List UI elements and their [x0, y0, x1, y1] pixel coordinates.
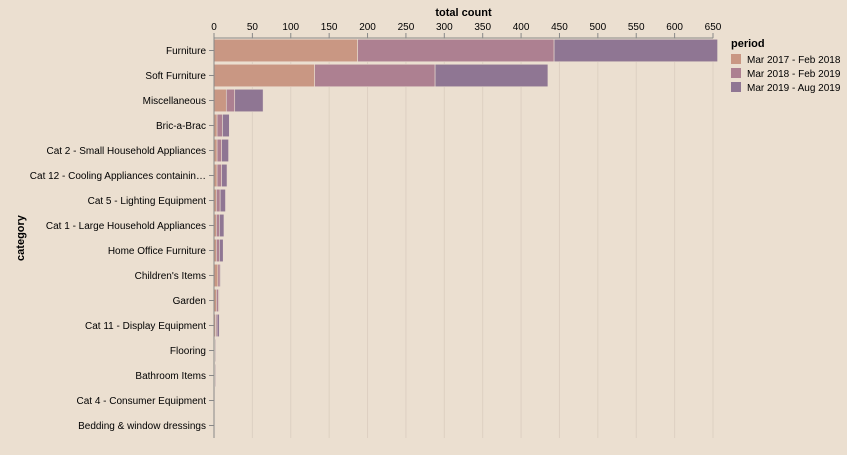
bar-segment [234, 88, 264, 113]
x-tick-label: 300 [436, 22, 453, 33]
bar-segment [357, 38, 555, 63]
category-label: Garden [173, 296, 206, 307]
bar-segment [213, 38, 358, 63]
category-label: Cat 12 - Cooling Appliances containin… [30, 171, 206, 182]
category-label: Cat 2 - Small Household Appliances [46, 146, 206, 157]
x-tick-label: 200 [359, 22, 376, 33]
x-tick-label: 250 [398, 22, 415, 33]
x-tick-label: 150 [321, 22, 338, 33]
x-tick-label: 650 [705, 22, 722, 33]
bar-segment [221, 138, 229, 163]
category-label: Flooring [170, 346, 206, 357]
x-tick-label: 500 [590, 22, 607, 33]
legend-swatch [731, 54, 741, 64]
bar-segment [214, 388, 217, 413]
legend-label: Mar 2019 - Aug 2019 [747, 83, 841, 94]
category-label: Miscellaneous [143, 96, 206, 107]
bar-segment [219, 188, 226, 213]
x-axis-title: total count [435, 7, 492, 19]
bar-segment [215, 363, 217, 388]
x-tick-label: 600 [666, 22, 683, 33]
bar-segment [213, 63, 315, 88]
bar-segment [216, 313, 220, 338]
category-label: Bathroom Items [135, 371, 206, 382]
x-tick-label: 400 [513, 22, 530, 33]
x-tick-label: 100 [282, 22, 299, 33]
category-label: Cat 5 - Lighting Equipment [88, 196, 207, 207]
category-label: Children's Items [135, 271, 206, 282]
bar-segment [314, 63, 436, 88]
category-label: Furniture [166, 46, 206, 57]
legend-title: period [731, 38, 765, 50]
bar-segment [216, 188, 221, 213]
bar-segment [225, 88, 236, 113]
legend: period Mar 2017 - Feb 2018 Mar 2018 - Feb… [731, 38, 841, 94]
y-axis-title: category [15, 214, 27, 261]
category-label: Bric-a-Brac [156, 121, 206, 132]
x-tick-label: 50 [247, 22, 259, 33]
x-tick-label: 0 [211, 22, 217, 33]
bar-segment [213, 263, 219, 288]
bar-segment [216, 138, 222, 163]
bar-segment [218, 288, 220, 313]
legend-swatch [731, 68, 741, 78]
legend-swatch [731, 82, 741, 92]
gridlines [213, 38, 714, 438]
category-label: Home Office Furniture [108, 246, 207, 257]
bar-segment [219, 213, 225, 238]
x-tick-label: 350 [474, 22, 491, 33]
bar-segment [213, 88, 227, 113]
x-tick-label: 550 [628, 22, 645, 33]
bars [213, 38, 718, 438]
x-tick-label: 450 [551, 22, 568, 33]
bar-segment [434, 63, 549, 88]
bar-segment [215, 338, 217, 363]
legend-label: Mar 2017 - Feb 2018 [747, 55, 841, 66]
bar-segment [217, 263, 221, 288]
legend-label: Mar 2018 - Feb 2019 [747, 69, 841, 80]
category-label: Cat 4 - Consumer Equipment [76, 396, 206, 407]
bar-segment [216, 163, 222, 188]
bar-segment [216, 213, 220, 238]
category-label: Cat 11 - Display Equipment [85, 321, 206, 332]
bar-segment [214, 413, 216, 438]
axes: total count category 0 50 100 150 200 250 300 3… [15, 7, 722, 438]
bar-segment [219, 263, 222, 288]
category-label: Soft Furniture [145, 71, 206, 82]
bar-segment [219, 238, 224, 263]
bar-segment [216, 288, 219, 313]
bar-segment [222, 113, 230, 138]
category-label: Cat 1 - Large Household Appliances [46, 221, 206, 232]
bar-segment [216, 113, 223, 138]
bar-segment [221, 163, 228, 188]
bar-segment [553, 38, 718, 63]
bar-segment [216, 238, 220, 263]
category-label: Bedding & window dressings [78, 421, 206, 432]
